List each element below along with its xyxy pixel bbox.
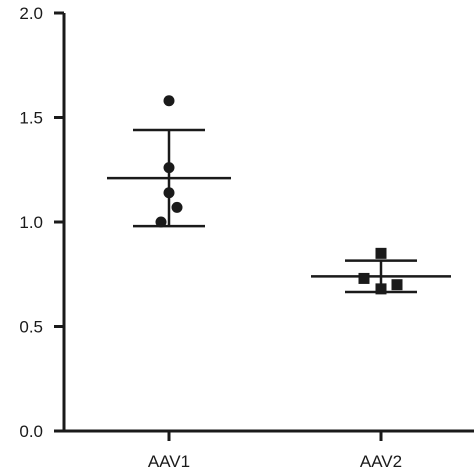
- y-tick-label: 2.0: [19, 4, 43, 23]
- data-point: [163, 162, 175, 174]
- data-point: [375, 283, 387, 295]
- y-tick-label: 0.5: [19, 318, 43, 337]
- y-tick-label: 0.0: [19, 422, 43, 441]
- data-point: [171, 201, 183, 213]
- y-tick-label: 1.0: [19, 213, 43, 232]
- y-tick-label: 1.5: [19, 109, 43, 128]
- data-point: [163, 95, 175, 107]
- x-tick-label: AAV2: [360, 452, 402, 471]
- plot-marks: [107, 95, 451, 295]
- data-point: [375, 247, 387, 259]
- x-tick-label: AAV1: [148, 452, 190, 471]
- data-point: [358, 272, 370, 284]
- data-point: [163, 187, 175, 199]
- axes: 0.0 0.5 1.0 1.5 2.0 AAV1 AAV2: [19, 4, 474, 471]
- data-point: [155, 216, 167, 228]
- data-point: [391, 279, 403, 291]
